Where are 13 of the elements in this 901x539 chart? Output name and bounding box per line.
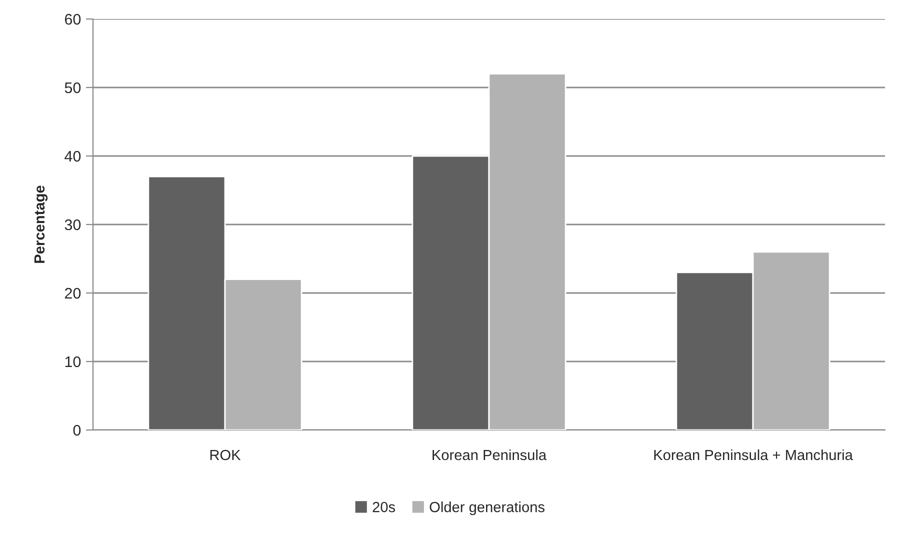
y-tick-label: 50 xyxy=(64,82,81,94)
y-tick-label: 30 xyxy=(64,219,81,230)
y-tick-label: 10 xyxy=(65,356,81,368)
x-tick-label: Korean Peninsula + Manchuria xyxy=(654,449,853,460)
y-axis-title: Percentage xyxy=(34,186,48,263)
y-tick-label: 60 xyxy=(64,14,81,25)
y-tick-label: 40 xyxy=(64,150,81,162)
x-tick-label: ROK xyxy=(210,450,241,460)
legend-label: 20s xyxy=(372,502,396,512)
x-tick-label: Korean Peninsula xyxy=(432,449,547,460)
legend-label: Older generations xyxy=(430,502,544,516)
y-tick-label: 0 xyxy=(73,424,81,436)
y-tick-label: 20 xyxy=(64,288,81,299)
